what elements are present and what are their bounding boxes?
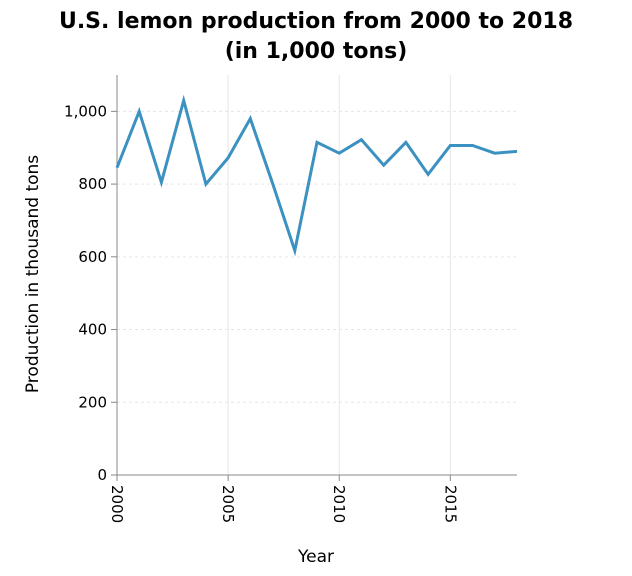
y-tick-label: 0: [97, 466, 107, 484]
data-point: [315, 140, 319, 144]
data-point: [293, 249, 297, 253]
data-point: [515, 149, 519, 153]
y-tick-label: 800: [78, 175, 107, 193]
y-axis-title: Production in thousand tons: [23, 155, 43, 393]
data-point: [404, 140, 408, 144]
x-tick-label: 2010: [330, 485, 348, 523]
data-point: [471, 144, 475, 148]
data-point: [337, 151, 341, 155]
x-tick-label: 2015: [441, 485, 459, 523]
data-point: [159, 180, 163, 184]
y-tick-label: 600: [78, 248, 107, 266]
chart-title-line-1: U.S. lemon production from 2000 to 2018: [59, 9, 573, 34]
data-point: [493, 151, 497, 155]
y-tick-label: 200: [78, 393, 107, 411]
data-line: [115, 94, 518, 257]
y-tick-label: 400: [78, 321, 107, 339]
y-tick-label: 1,000: [64, 102, 107, 120]
x-tick-label: 2005: [219, 485, 237, 523]
data-point: [115, 166, 119, 170]
x-axis-title: Year: [297, 547, 334, 567]
data-point: [182, 98, 186, 102]
data-point: [137, 109, 141, 113]
data-point: [248, 117, 252, 121]
data-point: [426, 172, 430, 176]
data-point: [359, 138, 363, 142]
data-point: [226, 156, 230, 160]
x-tick-label: 2000: [108, 485, 126, 523]
plot-area: 0 200 400 600 800 1,000 2000 2005 2010 2015: [64, 75, 519, 523]
data-point: [271, 181, 275, 185]
data-point: [382, 163, 386, 167]
chart-title-line-2: (in 1,000 tons): [225, 39, 408, 64]
data-point: [204, 182, 208, 186]
data-point: [448, 144, 452, 148]
